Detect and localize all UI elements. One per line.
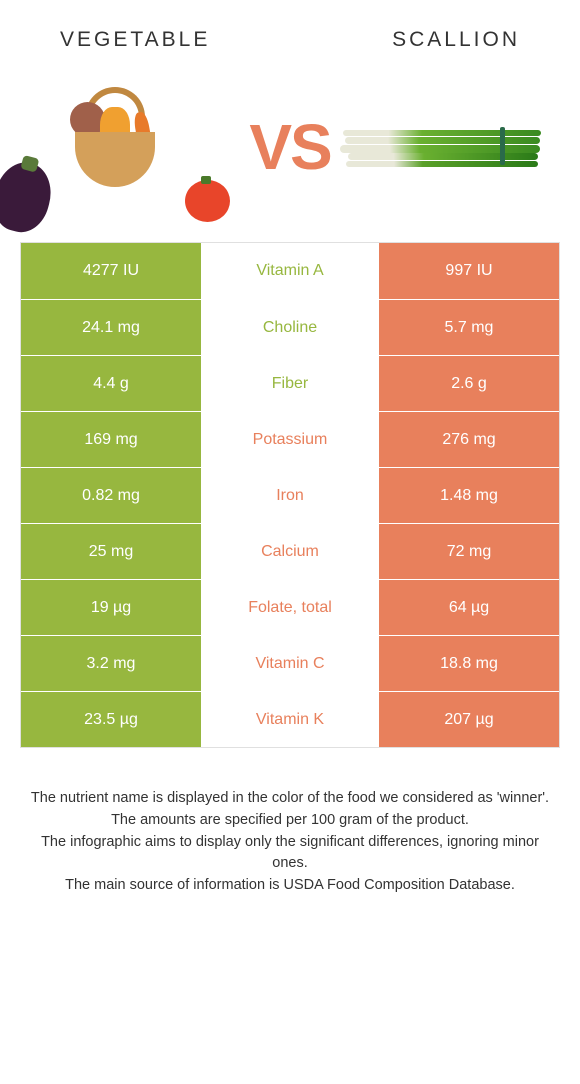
left-value: 25 mg [21,524,201,579]
nutrient-name: Fiber [201,356,379,411]
table-row: 0.82 mgIron1.48 mg [21,467,559,523]
nutrient-name: Iron [201,468,379,523]
right-value: 18.8 mg [379,636,559,691]
left-value: 19 µg [21,580,201,635]
nutrient-name: Calcium [201,524,379,579]
header: VEGETABLE SCALLION [0,0,580,62]
vs-label: VS [249,110,330,184]
footnotes: The nutrient name is displayed in the co… [0,748,580,897]
right-value: 276 mg [379,412,559,467]
nutrient-name: Folate, total [201,580,379,635]
left-value: 4.4 g [21,356,201,411]
table-row: 3.2 mgVitamin C18.8 mg [21,635,559,691]
nutrient-name: Vitamin C [201,636,379,691]
footnote-line: The amounts are specified per 100 gram o… [28,810,552,832]
left-value: 0.82 mg [21,468,201,523]
table-row: 23.5 µgVitamin K207 µg [21,691,559,747]
nutrient-name: Choline [201,300,379,355]
table-row: 4277 IUVitamin A997 IU [21,243,559,299]
right-value: 64 µg [379,580,559,635]
left-value: 3.2 mg [21,636,201,691]
comparison-table: 4277 IUVitamin A997 IU24.1 mgCholine5.7 … [20,242,560,748]
nutrient-name: Vitamin A [201,243,379,299]
nutrient-name: Potassium [201,412,379,467]
table-row: 25 mgCalcium72 mg [21,523,559,579]
left-value: 24.1 mg [21,300,201,355]
footnote-line: The infographic aims to display only the… [28,832,552,876]
right-value: 2.6 g [379,356,559,411]
right-value: 1.48 mg [379,468,559,523]
left-value: 4277 IU [21,243,201,299]
table-row: 24.1 mgCholine5.7 mg [21,299,559,355]
right-value: 997 IU [379,243,559,299]
table-row: 4.4 gFiber2.6 g [21,355,559,411]
right-value: 5.7 mg [379,300,559,355]
left-value: 169 mg [21,412,201,467]
footnote-line: The nutrient name is displayed in the co… [28,788,552,810]
images-row: VS [0,62,580,242]
right-value: 207 µg [379,692,559,747]
table-row: 19 µgFolate, total64 µg [21,579,559,635]
right-food-title: SCALLION [392,28,520,52]
vegetable-basket-icon [30,77,210,217]
scallion-icon [370,77,550,217]
footnote-line: The main source of information is USDA F… [28,875,552,897]
left-food-title: VEGETABLE [60,28,210,52]
table-row: 169 mgPotassium276 mg [21,411,559,467]
left-value: 23.5 µg [21,692,201,747]
right-value: 72 mg [379,524,559,579]
nutrient-name: Vitamin K [201,692,379,747]
